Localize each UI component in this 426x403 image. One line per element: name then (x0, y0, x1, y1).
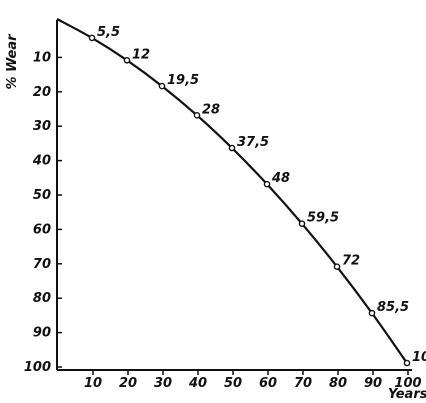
data-point (123, 56, 131, 64)
y-tick-label: 60 (33, 222, 51, 237)
x-axis-label: Years (388, 387, 426, 402)
x-tick-label: 50 (224, 376, 242, 391)
data-point (403, 359, 411, 367)
y-tick-label: 40 (32, 154, 51, 169)
y-tick-label: 100 (24, 360, 51, 375)
y-tick-label: 70 (33, 257, 51, 272)
y-tick-label: 50 (33, 188, 51, 203)
data-label: 37,5 (237, 135, 269, 150)
data-point (263, 180, 271, 188)
y-tick-label: 90 (33, 326, 51, 341)
axes: 10 20 30 40 50 60 70 80 90 100 10 20 30 40 50 60 70 80 90 1… (24, 20, 422, 391)
data-point (88, 34, 96, 42)
x-tick-label: 20 (119, 376, 137, 391)
x-tick-label: 40 (188, 376, 207, 391)
data-point (298, 220, 306, 227)
data-point (228, 144, 236, 152)
x-tick-label: 100 (394, 376, 421, 391)
data-label: 28 (202, 102, 220, 117)
data-label: 48 (271, 171, 290, 186)
data-point (368, 309, 376, 317)
x-tick-label: 60 (259, 376, 277, 391)
x-tick-label: 10 (84, 376, 102, 391)
wear-curve (56, 18, 408, 364)
data-point (333, 263, 341, 270)
curve-layer (56, 18, 408, 364)
data-point (193, 112, 201, 119)
data-label: 59,5 (307, 211, 339, 226)
x-tick-label: 70 (294, 376, 312, 391)
data-label: 12 (132, 47, 150, 62)
y-tick-label: 80 (33, 291, 51, 306)
points-layer: 5,5 12 19,528 37,5 48 59,5 72 85,5 100 (88, 25, 426, 367)
data-point (158, 82, 166, 90)
data-label: 5,5 (97, 25, 120, 40)
data-label: 19,5 (167, 73, 199, 88)
x-tick-label: 80 (329, 376, 347, 391)
y-tick-label: 20 (33, 85, 51, 100)
x-tick-label: 90 (364, 376, 382, 391)
y-tick-label: 10 (33, 50, 51, 65)
data-label: 72 (342, 254, 360, 269)
data-label: 100 (412, 350, 426, 365)
data-label: 85,5 (377, 300, 409, 315)
x-tick-label: 30 (154, 376, 172, 391)
y-axis-label: % Wear (5, 33, 20, 90)
y-tick-label: 30 (33, 119, 51, 134)
